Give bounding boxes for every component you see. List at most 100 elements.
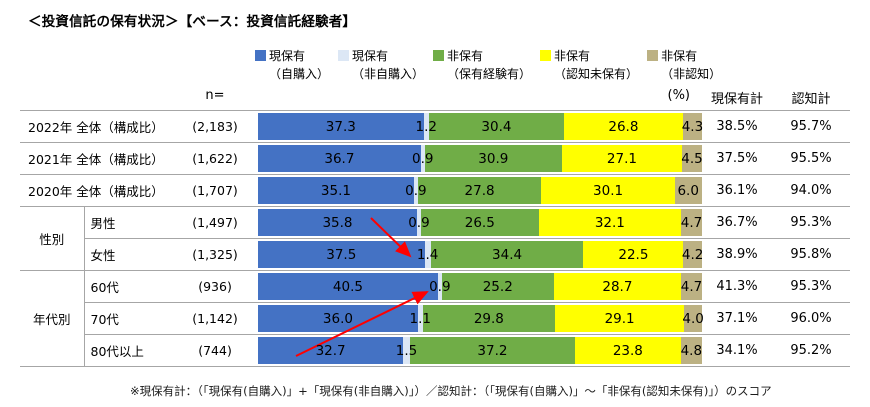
bar-value: 1.5 [395,342,418,359]
row-label: 2020年 全体（構成比） [20,174,175,207]
bar-value: 34.4 [492,246,523,263]
row-label: 2021年 全体（構成比） [20,142,175,175]
legend-label: 現保有 [269,49,306,63]
bar-value: 37.3 [325,118,356,135]
current-total-value: 37.1% [702,302,773,335]
bar-value: 26.5 [464,214,495,231]
table-row: 女性 (1,325) 37.5 1.4 34.4 22.5 4.2 38.9% 95.8% [20,238,851,271]
stacked-bar: 35.8 0.9 26.5 32.1 4.7 [258,209,702,236]
aware-total-value: 95.3% [772,206,851,239]
column-headers: n= (%) 現保有計 認知計 [20,88,850,107]
bar-segment: 35.1 [258,177,414,204]
header-n: n= [205,88,225,103]
bar-segment: 29.8 [422,305,556,332]
bar-value: 30.1 [593,182,624,199]
bar-value: 37.2 [477,342,508,359]
legend-swatch-icon [540,50,552,61]
bar-value: 4.0 [682,310,704,327]
bar-value: 30.4 [481,118,512,135]
row-label: 男性 [84,206,175,239]
data-table: 2022年 全体（構成比） (2,183) 37.3 1.2 30.4 26.8 4.3 38… [20,110,851,367]
bar-value: 35.1 [320,182,351,199]
bar-value: 4.7 [680,278,703,295]
header-percent: (%) [667,88,691,103]
bar-value: 4.3 [681,118,704,135]
bar-value: 0.9 [429,278,451,295]
bar-value: 6.0 [677,182,699,199]
aware-total-value: 95.8% [772,238,851,271]
row-n: (936) [174,270,257,303]
aware-total-value: 95.5% [772,142,851,175]
bar-value: 27.8 [464,182,495,199]
bar-segment: 22.5 [583,241,684,268]
bar-segment: 4.5 [681,145,703,172]
legend-sublabel: （非認知） [661,67,722,81]
group-label: 性別 [20,206,85,271]
bar-segment: 23.8 [575,337,681,364]
bar-segment: 4.3 [681,113,704,140]
bar-segment: 32.7 [258,337,404,364]
aware-total-value: 95.7% [772,110,851,143]
current-total-value: 41.3% [702,270,773,303]
row-label: 2022年 全体（構成比） [20,110,175,143]
bar-segment: 36.0 [258,305,418,332]
bar-segment: 0.9 [412,145,434,172]
bar-value: 32.7 [315,342,346,359]
bar-value: 23.8 [612,342,643,359]
legend-swatch-icon [647,50,659,61]
row-n: (1,497) [174,206,257,239]
bar-value: 29.1 [604,310,635,327]
current-total-value: 38.9% [702,238,773,271]
bar-value: 28.7 [602,278,633,295]
legend-item: 非保有 （認知未保有） [540,47,638,83]
header-current-total: 現保有計 [710,92,763,107]
bar-value: 36.7 [324,150,355,167]
stacked-bar: 36.0 1.1 29.8 29.1 4.0 [258,305,704,332]
legend-sublabel: （保有経験有） [447,67,532,81]
bar-segment: 0.9 [405,177,427,204]
bar-value: 30.9 [478,150,509,167]
bar-segment: 34.4 [430,241,584,268]
bar-segment: 29.1 [555,305,685,332]
legend-item: 現保有 （非自購入） [338,47,424,83]
bar-value: 4.2 [681,246,704,263]
row-n: (1,325) [174,238,257,271]
bar-segment: 1.2 [416,113,437,140]
bar-value: 4.8 [680,342,703,359]
row-n: (1,142) [174,302,257,335]
bar-segment: 4.8 [681,337,702,364]
bar-segment: 0.9 [429,273,451,300]
table-row: 70代 (1,142) 36.0 1.1 29.8 29.1 4.0 37.1% 96.0% [20,302,851,335]
legend-label: 非保有 [447,49,484,63]
current-total-value: 37.5% [702,142,773,175]
bar-segment: 37.5 [258,241,425,268]
bar-segment: 1.5 [396,337,417,364]
current-total-value: 38.5% [702,110,773,143]
legend-item: 現保有 （自購入） [255,47,329,83]
bar-segment: 40.5 [258,273,438,300]
bar-segment: 27.1 [561,145,683,172]
aware-total-value: 94.0% [772,174,851,207]
table-row: 2020年 全体（構成比） (1,707) 35.1 0.9 27.8 30.1 6.0 36… [20,174,851,207]
bar-segment: 4.7 [681,273,702,300]
current-total-value: 36.7% [702,206,773,239]
bar-segment: 30.9 [424,145,562,172]
bar-value: 4.5 [681,150,703,167]
legend-item: 非保有 （非認知） [647,47,721,83]
row-label: 70代 [84,302,175,335]
bar-value: 1.2 [415,118,438,135]
bar-value: 40.5 [332,278,363,295]
current-total-value: 34.1% [702,334,773,367]
footnote: ※現保有計：（「現保有(自購入)」+「現保有(非自購入)」）／認知計：（「現保有… [130,384,772,398]
bar-segment: 25.2 [441,273,554,300]
bar-segment: 0.9 [408,209,430,236]
row-n: (1,622) [174,142,257,175]
row-n: (1,707) [174,174,257,207]
bar-segment: 4.0 [682,305,704,332]
bar-value: 32.1 [594,214,625,231]
legend-item: 非保有 （保有経験有） [433,47,531,83]
bar-segment: 30.4 [428,113,564,140]
bar-value: 22.5 [618,246,649,263]
legend-sublabel: （自購入） [269,67,330,81]
